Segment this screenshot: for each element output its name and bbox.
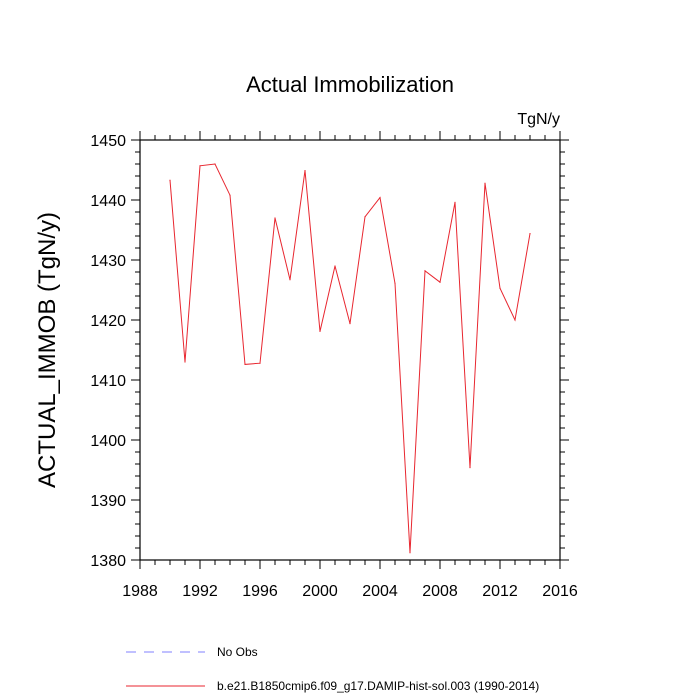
data-point xyxy=(409,552,411,554)
x-tick-label: 2004 xyxy=(362,583,398,600)
data-point xyxy=(424,270,426,272)
y-tick-label: 1420 xyxy=(90,313,126,330)
plot-area xyxy=(169,163,531,554)
data-point xyxy=(244,363,246,365)
data-point xyxy=(394,282,396,284)
data-point xyxy=(379,197,381,199)
legend-label-1: b.e21.B1850cmip6.f09_g17.DAMIP-hist-sol.… xyxy=(217,679,539,693)
data-point xyxy=(439,281,441,283)
y-tick-label: 1440 xyxy=(90,193,126,210)
data-point xyxy=(364,216,366,218)
x-tick-label: 1992 xyxy=(182,583,218,600)
x-tick-label: 2012 xyxy=(482,583,518,600)
data-point xyxy=(514,319,516,321)
ticks-layer: 1380 1390 1400 1410 1420 1430 1440 1450 1988 1992… xyxy=(90,131,578,600)
y-axis-label: ACTUAL_IMMOB (TgN/y) xyxy=(34,212,61,488)
y-tick-label: 1380 xyxy=(90,553,126,570)
data-point xyxy=(289,279,291,281)
data-point xyxy=(334,265,336,267)
data-point xyxy=(319,330,321,332)
data-point xyxy=(259,362,261,364)
data-point xyxy=(199,165,201,167)
x-tick-label: 2016 xyxy=(542,583,578,600)
x-tick-label: 2000 xyxy=(302,583,338,600)
data-point xyxy=(274,217,276,219)
data-point xyxy=(454,201,456,203)
legend: No Obs b.e21.B1850cmip6.f09_g17.DAMIP-his… xyxy=(126,645,539,693)
chart-title: Actual Immobilization xyxy=(246,72,454,97)
data-point xyxy=(529,233,531,235)
y-tick-label: 1430 xyxy=(90,253,126,270)
legend-label-0: No Obs xyxy=(217,645,258,659)
y-tick-label: 1390 xyxy=(90,493,126,510)
data-point xyxy=(469,467,471,469)
y-tick-label: 1450 xyxy=(90,133,126,150)
data-point xyxy=(214,163,216,165)
data-point xyxy=(169,179,171,181)
data-point xyxy=(184,361,186,363)
plot-frame xyxy=(139,139,561,561)
data-point xyxy=(499,287,501,289)
data-point xyxy=(229,194,231,196)
series-line-1 xyxy=(169,163,531,553)
data-point xyxy=(304,170,306,172)
x-tick-label: 2008 xyxy=(422,583,458,600)
units-label: TgN/y xyxy=(517,111,560,128)
y-tick-label: 1410 xyxy=(90,373,126,390)
data-point xyxy=(484,182,486,184)
data-point xyxy=(349,323,351,325)
x-tick-label: 1996 xyxy=(242,583,278,600)
y-tick-label: 1400 xyxy=(90,433,126,450)
x-tick-label: 1988 xyxy=(122,583,158,600)
